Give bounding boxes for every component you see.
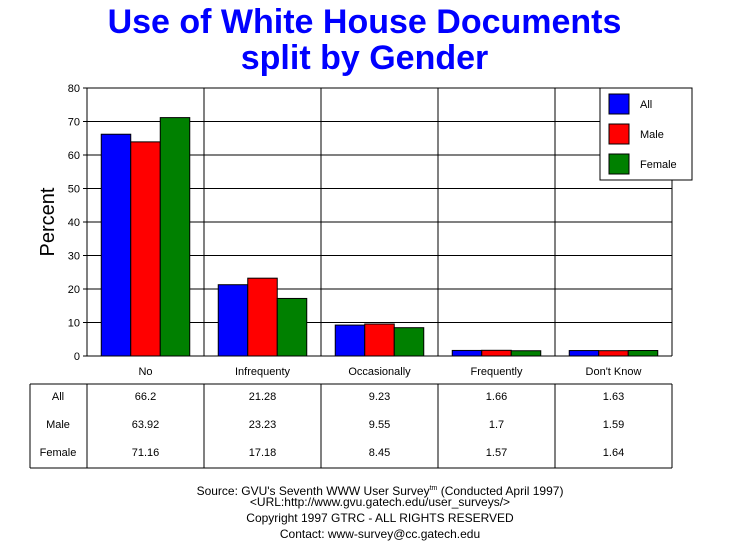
legend-label-all: All [640,99,652,111]
source-tm: tm [429,485,438,492]
table-cell: 9.55 [369,419,390,431]
bar-male-5 [598,350,629,357]
bar-female-4 [510,350,542,357]
legend-swatch-male [608,123,630,145]
contact-text: Contact: www-survey@cc.gatech.edu [279,527,481,541]
x-tick-label: Don't Know [586,366,642,378]
bar-male-1 [130,141,161,357]
legend: All Male Female [599,87,693,181]
table-row-label-all: All [52,391,64,403]
table-cell: 1.64 [603,447,624,459]
y-tick-label: 0 [74,351,80,363]
table-row-label-female: Female [40,447,77,459]
table-cell: 1.66 [486,391,507,403]
legend-label-female: Female [640,159,677,171]
chart-title-line-1: Use of White House Documents [107,3,622,41]
legend-label-male: Male [640,129,664,141]
source-prefix: Source: GVU's Seventh WWW User Survey [196,484,430,498]
y-tick-label: 80 [68,83,80,95]
y-tick-label: 40 [68,217,80,229]
y-tick-label: 70 [68,117,80,129]
bar-all-4 [451,349,483,357]
table-cell: 71.16 [132,447,160,459]
bar-female-2 [276,297,308,357]
source-url: <URL:http://www.gvu.gatech.edu/user_surv… [249,495,511,509]
bar-all-2 [217,284,249,357]
x-tick-label: Frequently [471,366,523,378]
bar-all-5 [568,350,600,357]
bar-female-1 [159,117,191,357]
table-cell: 17.18 [249,447,277,459]
table-cell: 63.92 [132,419,160,431]
table-cell: 1.59 [603,419,624,431]
bar-female-5 [627,350,659,357]
source-line: Source: GVU's Seventh WWW User Surveytm … [150,481,610,499]
table-row-label-male: Male [46,419,70,431]
y-tick-label: 60 [68,150,80,162]
bar-female-3 [393,327,425,357]
bar-male-4 [481,349,512,357]
bar-all-3 [334,324,366,357]
source-suffix: (Conducted April 1997) [437,484,564,498]
table-cell: 1.57 [486,447,507,459]
bar-all-1 [100,133,132,357]
y-tick-label: 10 [68,318,80,330]
y-tick-label: 20 [68,284,80,296]
y-axis-label: Percent [37,187,59,256]
legend-swatch-female [608,153,630,175]
table-cell: 23.23 [249,419,277,431]
table-cell: 8.45 [369,447,390,459]
y-tick-label: 30 [68,251,80,263]
y-tick-label: 50 [68,184,80,196]
copyright-text: Copyright 1997 GTRC - ALL RIGHTS RESERVE… [246,511,514,525]
table-cell: 66.2 [135,391,156,403]
bar-male-2 [247,277,278,357]
x-tick-label: Occasionally [348,366,411,378]
table-cell: 1.7 [489,419,504,431]
legend-swatch-all [608,93,630,115]
x-tick-label: No [138,366,152,378]
chart-title-line-2: split by Gender [240,39,489,77]
data-table: All 66.2 21.28 9.23 1.66 1.63 Male 63.92 23.23 9.… [29,383,673,469]
x-tick-label: Infrequenty [235,366,291,378]
bar-male-3 [364,323,395,357]
table-cell: 9.23 [369,391,390,403]
table-cell: 1.63 [603,391,624,403]
table-cell: 21.28 [249,391,277,403]
